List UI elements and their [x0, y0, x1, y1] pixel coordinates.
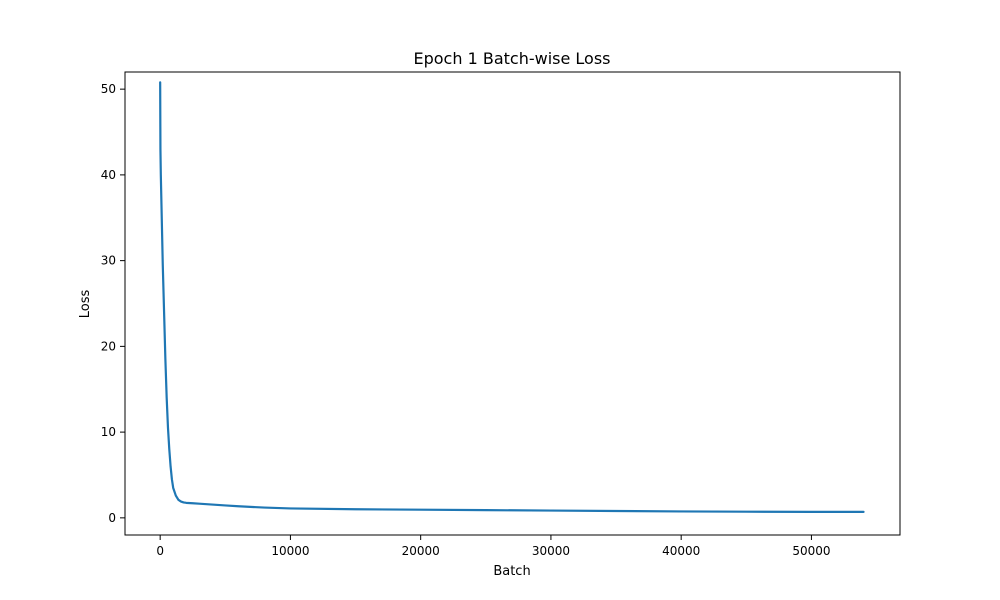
x-axis-ticks: 0 10000 20000 30000 40000 50000 — [156, 535, 831, 558]
x-axis-tick-label: 40000 — [662, 544, 700, 558]
x-axis-tick-label: 10000 — [271, 544, 309, 558]
x-axis-tick-label: 0 — [156, 544, 164, 558]
y-axis-tick-label: 20 — [101, 339, 116, 353]
y-axis-tick-label: 40 — [101, 168, 116, 182]
x-axis-tick-label: 30000 — [532, 544, 570, 558]
x-axis-tick-label: 20000 — [402, 544, 440, 558]
loss-series-line — [159, 81, 865, 513]
y-axis-tick-label: 30 — [101, 254, 116, 268]
y-axis-tick-label: 0 — [108, 511, 116, 525]
plot-area-frame — [124, 71, 901, 536]
y-axis-label: Loss — [78, 290, 93, 319]
y-axis-ticks: 0 10 20 30 40 50 — [101, 82, 125, 525]
y-axis-tick-label: 10 — [101, 425, 116, 439]
x-axis-tick-label: 50000 — [792, 544, 830, 558]
chart-title: Epoch 1 Batch-wise Loss — [414, 49, 611, 68]
y-axis-tick-label: 50 — [101, 82, 116, 96]
x-axis-label: Batch — [493, 564, 530, 579]
